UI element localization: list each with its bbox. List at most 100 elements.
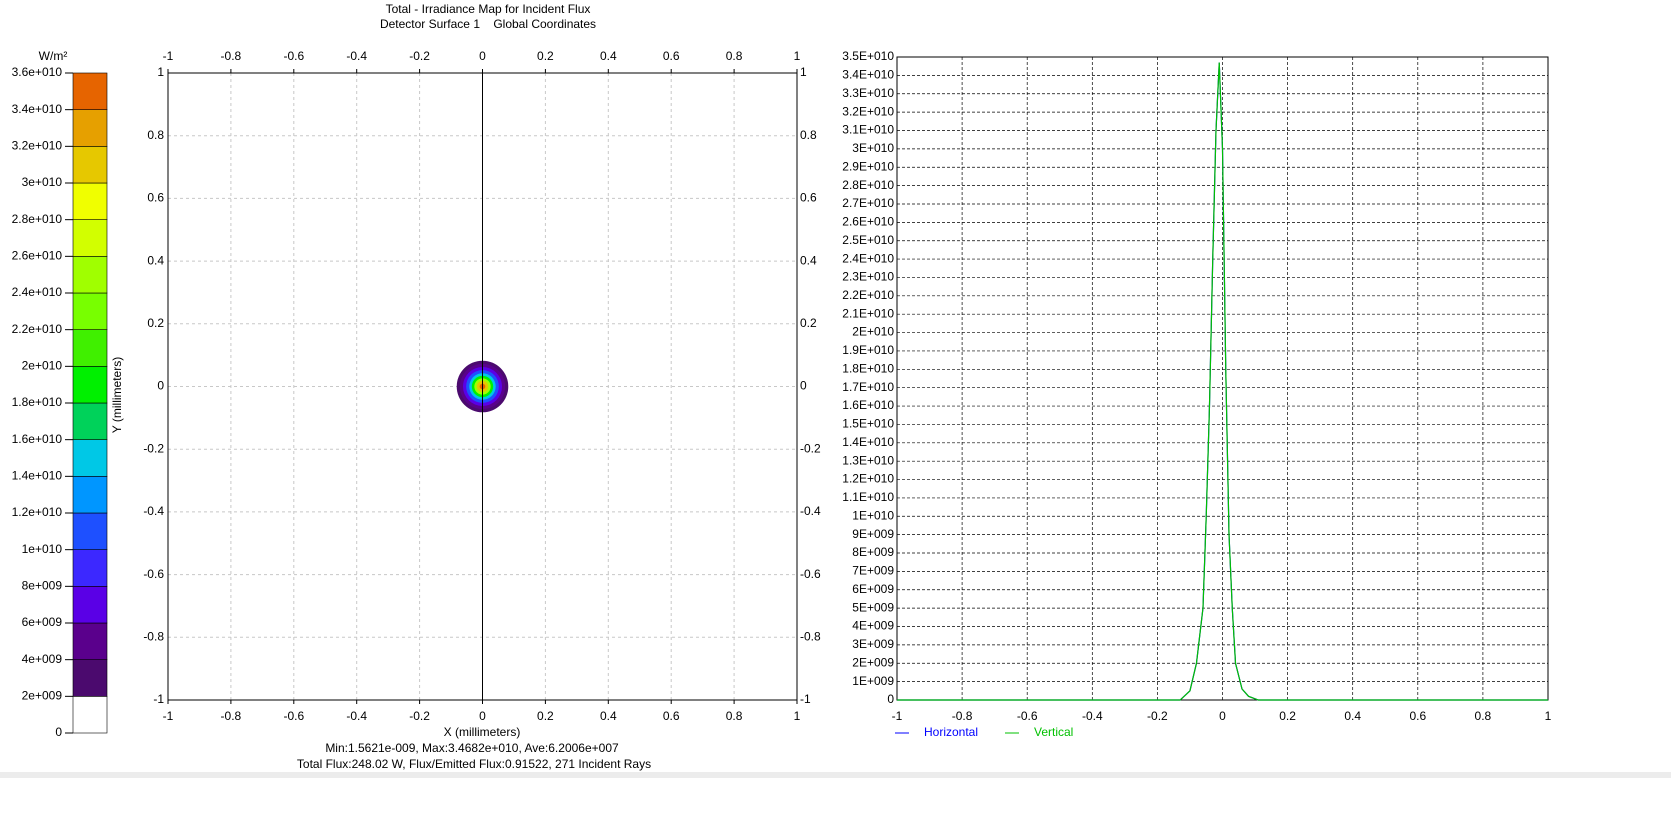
y-tick-label-right: 0 <box>800 379 807 393</box>
colorbar-band <box>72 329 108 367</box>
x-tick-label: -1 <box>163 709 174 723</box>
y-tick-label-right: -0.8 <box>800 629 821 643</box>
colorbar-band <box>72 402 108 440</box>
y-tick-label: 0.2 <box>147 316 164 330</box>
colorbar-tick-label: 0 <box>55 725 62 739</box>
colorbar-band <box>72 696 108 734</box>
x-tick-label-top: -0.6 <box>283 49 304 63</box>
colorbar-band <box>72 659 108 697</box>
y-tick-label: 2E+010 <box>852 325 894 339</box>
x-tick-label-top: 0.8 <box>726 49 743 63</box>
colorbar-tick-label: 2.6e+010 <box>12 249 63 263</box>
y-tick-label: -1 <box>153 692 164 706</box>
x-tick-label: 1 <box>1545 709 1552 723</box>
x-tick-label-top: -0.8 <box>221 49 242 63</box>
x-axis-label: X (millimeters) <box>444 725 521 739</box>
colorbar-band <box>72 439 108 477</box>
y-tick-label-right: 1 <box>800 65 807 79</box>
y-tick-label: 1.4E+010 <box>842 435 894 449</box>
x-tick-label-top: 0.6 <box>663 49 680 63</box>
colorbar-tick-label: 2e+009 <box>22 689 63 703</box>
y-tick-label-right: 0.6 <box>800 191 817 205</box>
colorbar-band <box>72 476 108 514</box>
y-tick-label: 7E+009 <box>852 564 894 578</box>
y-tick-label: 2.2E+010 <box>842 288 894 302</box>
y-tick-label: 2.3E+010 <box>842 270 894 284</box>
colorbar-band <box>72 366 108 404</box>
y-tick-label: 2.8E+010 <box>842 178 894 192</box>
y-tick-label: 2.6E+010 <box>842 215 894 229</box>
colorbar-band <box>72 109 108 147</box>
colorbar-unit: W/m² <box>39 49 68 63</box>
y-tick-label: 9E+009 <box>852 527 894 541</box>
colorbar-tick-label: 2.4e+010 <box>12 285 63 299</box>
x-tick-label-top: 0.2 <box>537 49 554 63</box>
colorbar-tick-label: 1.4e+010 <box>12 469 63 483</box>
x-tick-label: -0.4 <box>346 709 367 723</box>
colorbar-band <box>72 586 108 624</box>
colorbar-tick-label: 6e+009 <box>22 615 63 629</box>
y-tick-label: -0.8 <box>143 629 164 643</box>
x-tick-label: -0.8 <box>952 709 973 723</box>
subtitle: Detector Surface 1 Global Coordinates <box>380 17 596 31</box>
y-tick-label: 0.4 <box>147 253 164 267</box>
x-tick-label: 1 <box>794 709 801 723</box>
y-tick-label: 0.6 <box>147 191 164 205</box>
colorbar-band <box>72 549 108 587</box>
y-tick-label-right: -0.2 <box>800 441 821 455</box>
colorbar-tick-label: 3e+010 <box>22 175 63 189</box>
profile-line <box>897 62 1548 701</box>
x-tick-label: 0.2 <box>537 709 554 723</box>
y-tick-label: 0 <box>157 379 164 393</box>
y-tick-label: 0.8 <box>147 128 164 142</box>
y-tick-label: 2.1E+010 <box>842 306 894 320</box>
x-tick-label-top: 0.4 <box>600 49 617 63</box>
x-tick-label: 0.4 <box>1344 709 1361 723</box>
x-tick-label: 0.8 <box>726 709 743 723</box>
x-tick-label: 0.2 <box>1279 709 1296 723</box>
y-tick-label: 3E+009 <box>852 637 894 651</box>
y-tick-label: 3.4E+010 <box>842 68 894 82</box>
colorbar-tick-label: 3.4e+010 <box>12 102 63 116</box>
title: Total - Irradiance Map for Incident Flux <box>386 2 591 16</box>
y-tick-label: 3E+010 <box>852 141 894 155</box>
y-tick-label: 1.3E+010 <box>842 453 894 467</box>
x-tick-label: -0.6 <box>283 709 304 723</box>
colorbar-band <box>72 512 108 550</box>
stats-note: Min:1.5621e-009, Max:3.4682e+010, Ave:6.… <box>325 741 619 755</box>
y-tick-label: 1.1E+010 <box>842 490 894 504</box>
x-tick-label: -0.2 <box>409 709 430 723</box>
y-tick-label-right: -0.6 <box>800 567 821 581</box>
y-tick-label: 1.2E+010 <box>842 472 894 486</box>
y-axis-label: Y (millimeters) <box>110 357 124 433</box>
y-tick-label: 8E+009 <box>852 545 894 559</box>
colorbar-band <box>72 72 108 110</box>
y-tick-label-right: 0.4 <box>800 253 817 267</box>
legend-label: Horizontal <box>924 725 978 739</box>
x-tick-label-top: 0 <box>479 49 486 63</box>
y-tick-label: 1 <box>157 65 164 79</box>
colorbar-tick-label: 1.6e+010 <box>12 432 63 446</box>
x-tick-label: -0.2 <box>1147 709 1168 723</box>
x-tick-label: 0.4 <box>600 709 617 723</box>
x-tick-label: -0.6 <box>1017 709 1038 723</box>
colorbar-band <box>72 256 108 294</box>
x-tick-label: 0.6 <box>1409 709 1426 723</box>
y-tick-label: 1E+010 <box>852 508 894 522</box>
y-tick-label: 2.7E+010 <box>842 196 894 210</box>
colorbar-tick-label: 1e+010 <box>22 542 63 556</box>
colorbar-tick-label: 1.8e+010 <box>12 395 63 409</box>
y-tick-label-right: 0.8 <box>800 128 817 142</box>
y-tick-label: 2.5E+010 <box>842 233 894 247</box>
colorbar-tick-label: 2e+010 <box>22 359 63 373</box>
y-tick-label: 1.7E+010 <box>842 380 894 394</box>
legend-label: Vertical <box>1034 725 1073 739</box>
x-tick-label: 0 <box>479 709 486 723</box>
y-tick-label: 3.5E+010 <box>842 49 894 63</box>
x-tick-label: -0.8 <box>221 709 242 723</box>
y-tick-label: 1E+009 <box>852 674 894 688</box>
colorbar-tick-label: 2.2e+010 <box>12 322 63 336</box>
y-tick-label: 2E+009 <box>852 655 894 669</box>
y-tick-label: 1.5E+010 <box>842 417 894 431</box>
